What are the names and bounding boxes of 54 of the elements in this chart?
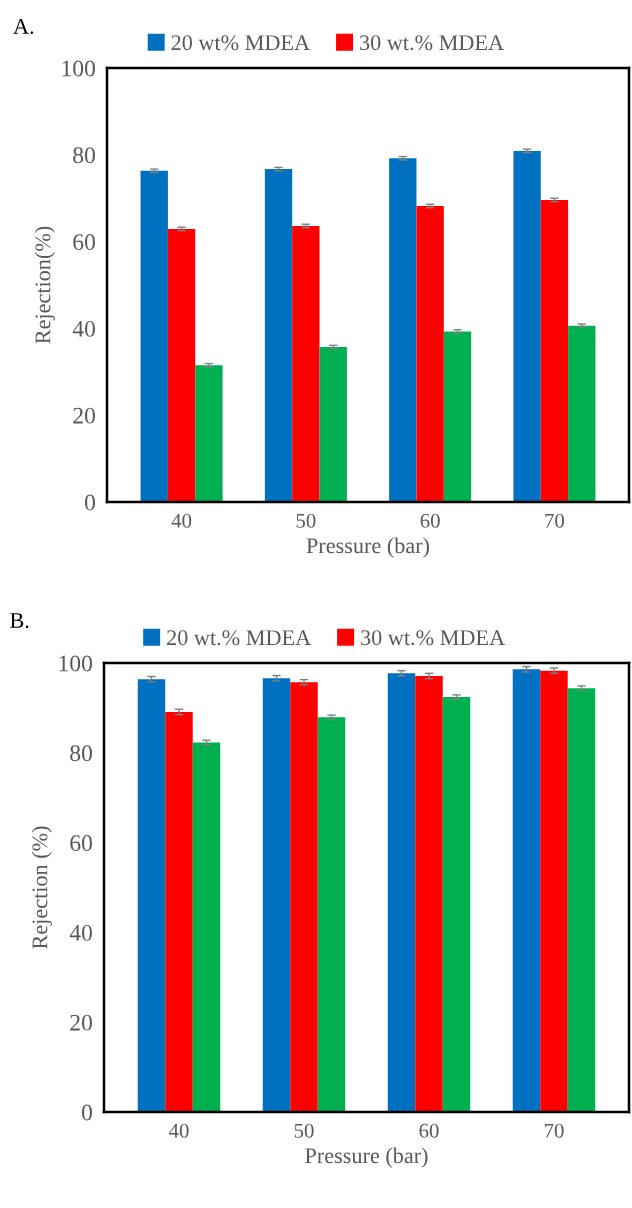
y-axis-title: Rejection (%) (31, 826, 52, 949)
x-tick-label: 60 (419, 1123, 439, 1138)
bar (319, 347, 347, 502)
bar (387, 673, 416, 1112)
x-tick-label: 40 (168, 1123, 189, 1138)
y-tick-label: 40 (69, 924, 92, 941)
x-tick-label: 40 (171, 513, 192, 528)
y-tick-label: 40 (72, 320, 95, 337)
bar (568, 325, 596, 502)
x-tick-label: 60 (420, 513, 440, 528)
bar (540, 199, 569, 502)
x-tick-label: 70 (545, 513, 565, 528)
bar (512, 669, 541, 1112)
bar (416, 206, 444, 502)
y-tick-label: 80 (73, 147, 95, 164)
y-tick-label: 100 (59, 655, 92, 672)
legend-label: 20 wt.% MDEA (167, 630, 311, 646)
x-tick-label: 50 (294, 1123, 314, 1138)
bar (513, 150, 541, 502)
y-tick-label: 0 (81, 1104, 92, 1121)
y-tick-label: 60 (70, 835, 92, 852)
bar (567, 688, 596, 1112)
bar (292, 225, 320, 502)
y-axis-title: Rejection(%) (34, 226, 55, 344)
legend-label: 20 wt% MDEA (171, 35, 310, 51)
bar (443, 331, 472, 502)
legend-label: 30 wt.% MDEA (361, 630, 505, 646)
x-tick-label: 70 (544, 1123, 564, 1138)
chart-title: B. (10, 613, 29, 629)
x-axis-title: Pressure (bar) (306, 537, 430, 558)
bar (264, 169, 293, 502)
legend-label: 30 wt.% MDEA (360, 35, 504, 51)
y-tick-label: 60 (73, 234, 95, 251)
bar (262, 678, 291, 1112)
bar (140, 170, 168, 502)
bar (137, 679, 166, 1112)
bar (165, 711, 193, 1112)
bar (317, 717, 346, 1112)
x-axis-title: Pressure (bar) (305, 1147, 428, 1168)
bar (167, 229, 196, 502)
y-tick-label: 20 (73, 407, 95, 424)
bar (415, 676, 443, 1112)
y-tick-label: 80 (70, 745, 92, 762)
bar (290, 682, 318, 1112)
bar (540, 670, 568, 1112)
bar (442, 697, 471, 1112)
chart-title: A. (13, 18, 34, 34)
y-tick-label: 20 (70, 1014, 92, 1031)
y-tick-label: 0 (84, 494, 95, 511)
bar (195, 365, 223, 502)
y-tick-label: 100 (62, 60, 95, 77)
bar (192, 742, 221, 1112)
x-tick-label: 50 (296, 513, 316, 528)
bar (389, 158, 417, 502)
